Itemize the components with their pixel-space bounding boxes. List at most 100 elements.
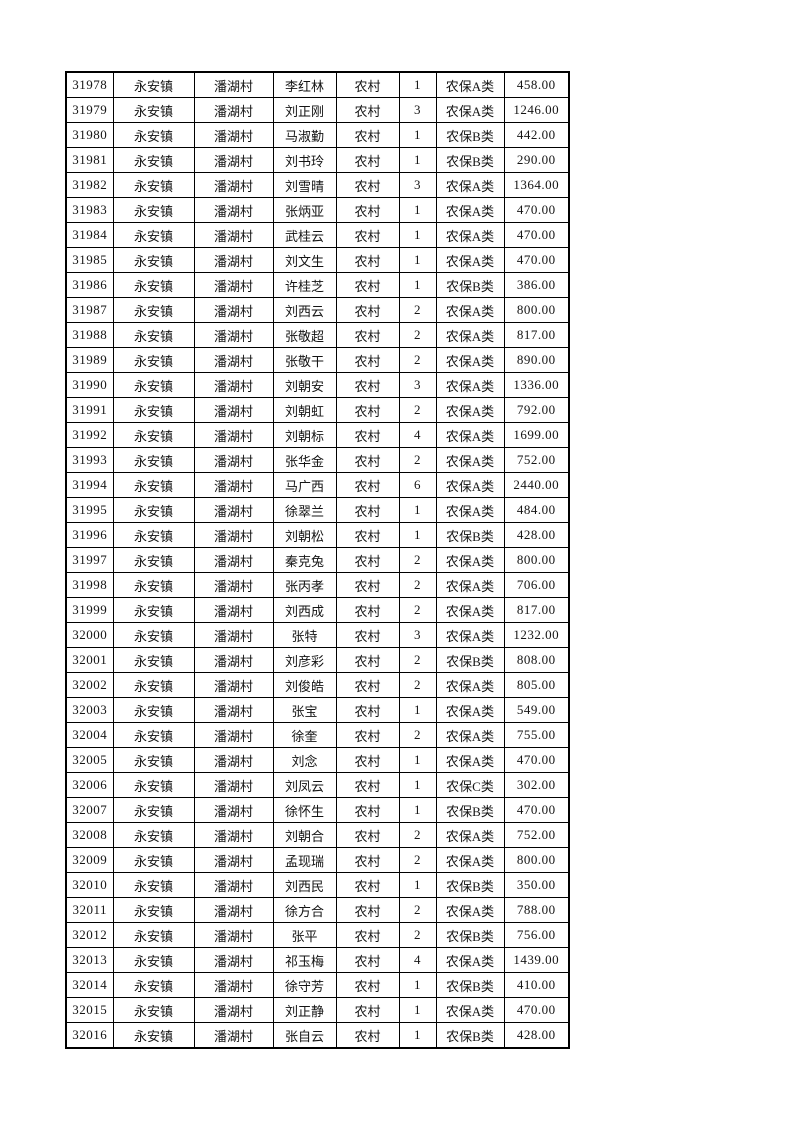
person-name-cell: 武桂云 [272, 222, 337, 248]
village-cell: 潘湖村 [193, 647, 274, 673]
record-id-cell: 32009 [65, 847, 114, 873]
village-cell: 潘湖村 [193, 747, 274, 773]
village-cell: 潘湖村 [193, 272, 274, 298]
residence-type-cell: 农村 [335, 922, 400, 948]
town-cell: 永安镇 [112, 747, 195, 773]
amount-cell: 800.00 [503, 297, 570, 323]
town-cell: 永安镇 [112, 797, 195, 823]
village-cell: 潘湖村 [193, 947, 274, 973]
table-row: 32010 永安镇 潘湖村 刘西民 农村 1 农保B类 350.00 [65, 872, 570, 898]
table-row: 31995 永安镇 潘湖村 徐翠兰 农村 1 农保A类 484.00 [65, 497, 570, 523]
table-row: 31993 永安镇 潘湖村 张华金 农村 2 农保A类 752.00 [65, 447, 570, 473]
town-cell: 永安镇 [112, 447, 195, 473]
amount-cell: 470.00 [503, 222, 570, 248]
village-cell: 潘湖村 [193, 222, 274, 248]
insurance-category-cell: 农保C类 [435, 772, 505, 798]
table-row: 31978 永安镇 潘湖村 李红林 农村 1 农保A类 458.00 [65, 71, 570, 98]
person-name-cell: 刘朝标 [272, 422, 337, 448]
person-count-cell: 2 [398, 297, 437, 323]
insurance-category-cell: 农保B类 [435, 797, 505, 823]
insurance-category-cell: 农保A类 [435, 322, 505, 348]
residence-type-cell: 农村 [335, 422, 400, 448]
table-row: 31997 永安镇 潘湖村 秦克兔 农村 2 农保A类 800.00 [65, 547, 570, 573]
person-count-cell: 3 [398, 97, 437, 123]
insurance-category-cell: 农保A类 [435, 847, 505, 873]
person-count-cell: 2 [398, 822, 437, 848]
person-count-cell: 1 [398, 197, 437, 223]
village-cell: 潘湖村 [193, 97, 274, 123]
residence-type-cell: 农村 [335, 822, 400, 848]
record-id-cell: 32011 [65, 897, 114, 923]
person-name-cell: 刘西成 [272, 597, 337, 623]
amount-cell: 817.00 [503, 597, 570, 623]
village-cell: 潘湖村 [193, 247, 274, 273]
record-id-cell: 31993 [65, 447, 114, 473]
town-cell: 永安镇 [112, 1022, 195, 1049]
table-row: 31996 永安镇 潘湖村 刘朝松 农村 1 农保B类 428.00 [65, 522, 570, 548]
person-name-cell: 徐守芳 [272, 972, 337, 998]
person-name-cell: 刘书玲 [272, 147, 337, 173]
residence-type-cell: 农村 [335, 772, 400, 798]
insurance-category-cell: 农保A类 [435, 447, 505, 473]
person-count-cell: 1 [398, 147, 437, 173]
residence-type-cell: 农村 [335, 472, 400, 498]
town-cell: 永安镇 [112, 497, 195, 523]
person-name-cell: 刘朝松 [272, 522, 337, 548]
town-cell: 永安镇 [112, 822, 195, 848]
residence-type-cell: 农村 [335, 1022, 400, 1049]
insurance-category-cell: 农保A类 [435, 897, 505, 923]
record-id-cell: 31978 [65, 71, 114, 98]
insurance-category-cell: 农保A类 [435, 497, 505, 523]
record-id-cell: 32015 [65, 997, 114, 1023]
town-cell: 永安镇 [112, 247, 195, 273]
person-name-cell: 刘朝合 [272, 822, 337, 848]
residence-type-cell: 农村 [335, 97, 400, 123]
residence-type-cell: 农村 [335, 847, 400, 873]
table-row: 32012 永安镇 潘湖村 张平 农村 2 农保B类 756.00 [65, 922, 570, 948]
residence-type-cell: 农村 [335, 997, 400, 1023]
person-count-cell: 2 [398, 322, 437, 348]
village-cell: 潘湖村 [193, 847, 274, 873]
amount-cell: 428.00 [503, 522, 570, 548]
person-count-cell: 1 [398, 1022, 437, 1049]
town-cell: 永安镇 [112, 197, 195, 223]
record-id-cell: 31982 [65, 172, 114, 198]
record-id-cell: 32002 [65, 672, 114, 698]
person-name-cell: 张宝 [272, 697, 337, 723]
table-row: 31981 永安镇 潘湖村 刘书玲 农村 1 农保B类 290.00 [65, 147, 570, 173]
village-cell: 潘湖村 [193, 1022, 274, 1049]
residence-type-cell: 农村 [335, 222, 400, 248]
residence-type-cell: 农村 [335, 297, 400, 323]
record-id-cell: 31990 [65, 372, 114, 398]
insurance-category-cell: 农保B类 [435, 1022, 505, 1049]
table-row: 31991 永安镇 潘湖村 刘朝虹 农村 2 农保A类 792.00 [65, 397, 570, 423]
person-count-cell: 1 [398, 71, 437, 98]
table-row: 32013 永安镇 潘湖村 祁玉梅 农村 4 农保A类 1439.00 [65, 947, 570, 973]
village-cell: 潘湖村 [193, 597, 274, 623]
insurance-category-cell: 农保A类 [435, 997, 505, 1023]
residence-type-cell: 农村 [335, 372, 400, 398]
person-count-cell: 2 [398, 572, 437, 598]
record-id-cell: 32003 [65, 697, 114, 723]
person-count-cell: 1 [398, 247, 437, 273]
person-name-cell: 刘朝虹 [272, 397, 337, 423]
person-count-cell: 1 [398, 997, 437, 1023]
person-name-cell: 李红林 [272, 71, 337, 98]
town-cell: 永安镇 [112, 297, 195, 323]
person-count-cell: 3 [398, 372, 437, 398]
insurance-category-cell: 农保A类 [435, 947, 505, 973]
person-name-cell: 刘西云 [272, 297, 337, 323]
residence-type-cell: 农村 [335, 972, 400, 998]
person-count-cell: 1 [398, 522, 437, 548]
residence-type-cell: 农村 [335, 397, 400, 423]
town-cell: 永安镇 [112, 347, 195, 373]
town-cell: 永安镇 [112, 847, 195, 873]
person-name-cell: 刘念 [272, 747, 337, 773]
village-cell: 潘湖村 [193, 922, 274, 948]
residence-type-cell: 农村 [335, 722, 400, 748]
person-name-cell: 刘文生 [272, 247, 337, 273]
amount-cell: 706.00 [503, 572, 570, 598]
residence-type-cell: 农村 [335, 322, 400, 348]
person-count-cell: 1 [398, 122, 437, 148]
insurance-category-cell: 农保A类 [435, 372, 505, 398]
